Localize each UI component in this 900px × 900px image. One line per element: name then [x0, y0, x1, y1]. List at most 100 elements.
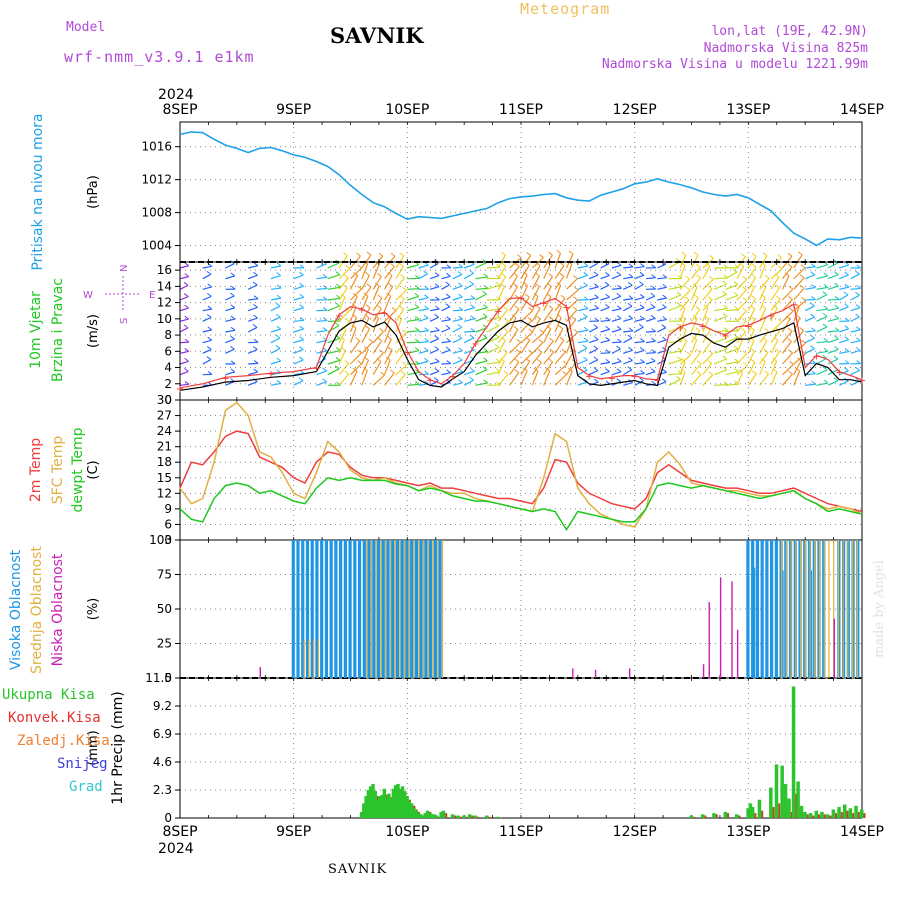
wind-barb-tip [423, 314, 429, 319]
wind-barb-tip [253, 295, 259, 300]
wind-barb-tip [424, 380, 429, 385]
precip-legend-item: Snijeg [57, 756, 108, 772]
precip-conv-bar [488, 816, 491, 818]
wind-barb-tip [616, 368, 622, 373]
wind-barb-tip [253, 271, 258, 276]
wind-barb-tip [445, 303, 451, 308]
high-cloud-bar [410, 540, 414, 678]
wind-barb-tip [376, 358, 382, 362]
xtick-label-bottom: 8SEP [162, 824, 197, 840]
wind-barb-tip [352, 367, 358, 372]
wind-barb-tip [514, 263, 520, 267]
wind-barb-tip [414, 316, 420, 320]
precip-total-bar [400, 786, 405, 818]
wind-barb-tip [605, 368, 610, 372]
wind-barb-tip [299, 317, 305, 321]
wind-barb-tip [275, 345, 281, 349]
wind-barb [805, 266, 816, 269]
wind-barb [395, 373, 406, 386]
wind-barb-tip [822, 312, 828, 317]
wind-barb [691, 373, 702, 386]
wind-barb-tip [640, 338, 645, 342]
wind-barb-tip [568, 250, 574, 255]
wind-barb [805, 330, 816, 333]
wind-barb [657, 381, 667, 386]
wind-barb [679, 361, 686, 375]
wind-barb-tip [548, 305, 554, 310]
wind-barb-tip [562, 370, 567, 375]
wind-barb [407, 295, 419, 301]
high-cloud-bar [746, 540, 750, 678]
wind-barb [270, 382, 282, 386]
wind-barb-tip [415, 275, 420, 279]
ytick-label: 18 [157, 455, 172, 469]
wind-barb [611, 371, 622, 376]
wind-barb [839, 328, 849, 333]
wind-barb [759, 265, 766, 279]
wind-barb-tip [511, 314, 517, 319]
wind-barb [725, 383, 739, 386]
high-cloud-bar [367, 540, 371, 678]
wind-barb [361, 254, 372, 269]
wind-speed-line [179, 319, 863, 391]
wind-barb [452, 309, 463, 312]
wind-barb [316, 329, 328, 333]
wind-barb [770, 287, 781, 301]
wind-barb-tip [616, 315, 622, 319]
wind-barb-tip [760, 357, 766, 362]
wind-barb [611, 360, 622, 365]
precip-total-bar [484, 815, 489, 818]
wind-barb [384, 350, 393, 365]
wind-barb [759, 286, 767, 301]
wind-barb-tip [494, 322, 500, 327]
ytick-label: 50 [157, 602, 172, 616]
wind-barb-tip [434, 358, 440, 363]
wind-barb-tip [374, 282, 380, 287]
wind-barb-tip [856, 326, 861, 331]
wind-barb [247, 348, 258, 354]
precip-conv-bar [471, 815, 474, 818]
wind-barb-tip [352, 314, 357, 318]
wind-barb [725, 371, 739, 376]
wind-barb [691, 351, 701, 365]
wind-barb [645, 340, 656, 344]
precip-total-bar [384, 797, 389, 818]
wind-barb-tip [628, 346, 633, 351]
wind-barb-tip [424, 294, 429, 299]
wind-barb-tip [561, 348, 566, 353]
wind-barb-tip [559, 262, 565, 267]
wind-barb [463, 379, 474, 386]
wind-barb [327, 368, 340, 376]
wind-barb [350, 288, 362, 301]
wind-barb-tip [662, 294, 667, 299]
wind-barb-tip [763, 348, 769, 353]
precip-total-bar [391, 788, 396, 818]
wind-barb-tip [799, 327, 804, 331]
wind-barb-tip [357, 285, 362, 290]
wind-barb-tip [387, 335, 392, 340]
wind-barb [600, 319, 611, 322]
precip-conv-bar [795, 793, 798, 818]
precip-total-bar [860, 809, 864, 818]
wind-barb [839, 380, 849, 386]
wind-barb-tip [583, 378, 588, 383]
wind-barb-tip [322, 285, 328, 289]
wind-barb [577, 347, 588, 354]
wind-barb-tip [640, 359, 645, 363]
wind-barb [702, 299, 713, 312]
wind-barb [759, 361, 766, 375]
wind-barb [543, 351, 555, 365]
wind-barb-tip [351, 324, 357, 329]
high-cloud-bar [760, 540, 764, 678]
wind-barb-tip [833, 377, 839, 382]
wind-barb-tip [788, 285, 794, 290]
wind-barb [657, 327, 667, 333]
high-cloud-bar [405, 540, 409, 678]
wind-barb [600, 361, 610, 365]
wind-barb [225, 307, 235, 312]
wind-barb [384, 310, 397, 322]
xtick-label-top: 13SEP [726, 102, 770, 118]
wind-barb-tip [377, 273, 382, 277]
wind-barb [429, 262, 439, 269]
wind-barb-tip [402, 329, 407, 334]
